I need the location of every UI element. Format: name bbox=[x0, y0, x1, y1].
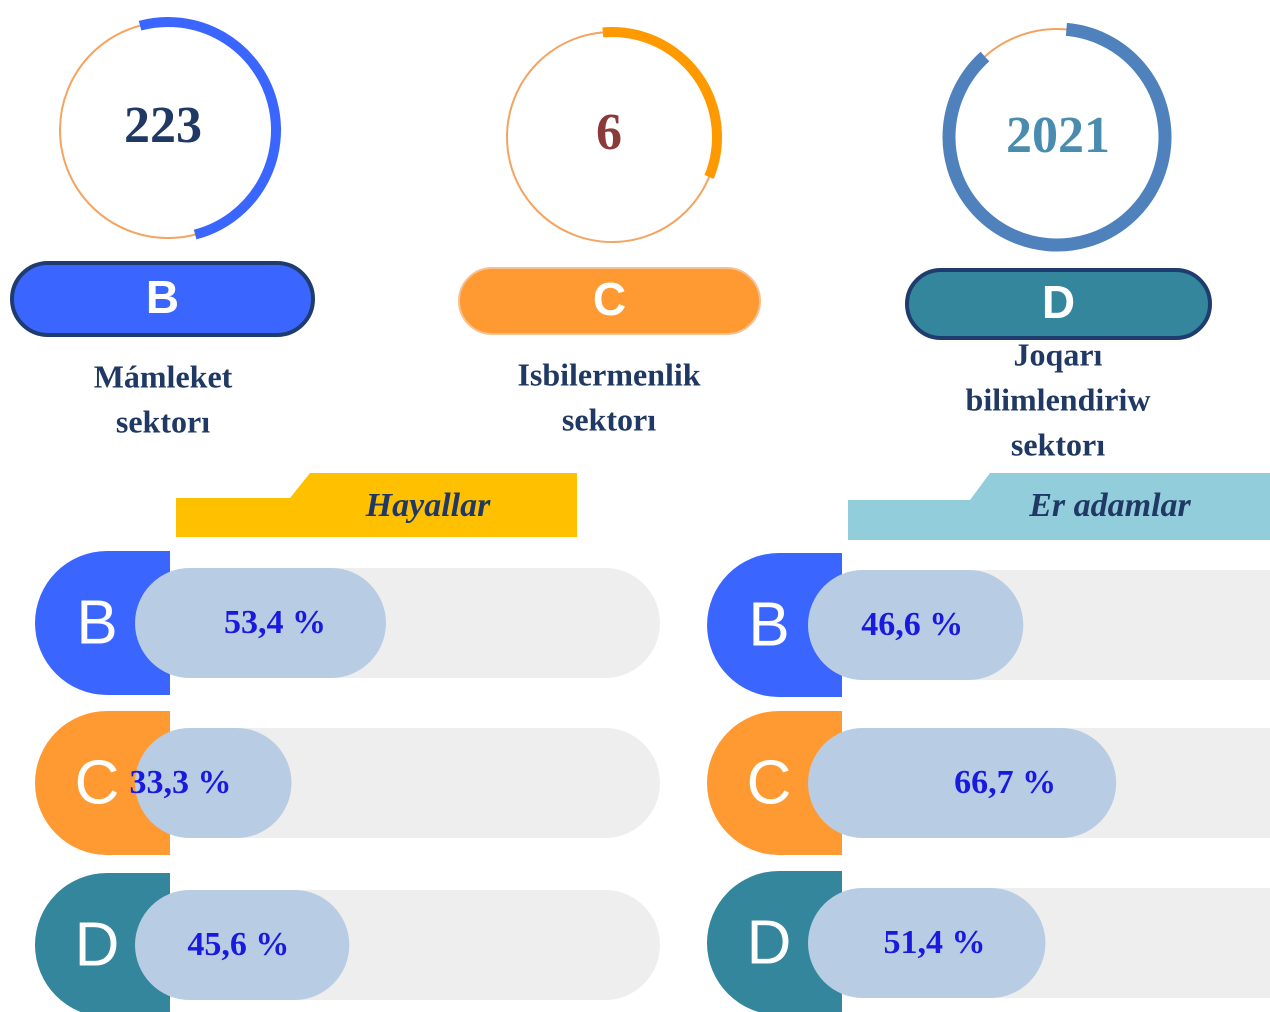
ring-arc bbox=[942, 22, 1172, 252]
bar-cap bbox=[707, 871, 842, 1012]
sector-letter: C bbox=[593, 273, 626, 325]
sector-name: sektorı bbox=[1011, 426, 1105, 462]
ring-arc bbox=[55, 17, 281, 243]
banner bbox=[176, 473, 577, 537]
bar-letter: B bbox=[76, 588, 117, 657]
bar-value-label: 66,7 % bbox=[954, 764, 1056, 801]
bar bbox=[135, 728, 292, 838]
banner bbox=[848, 473, 1270, 540]
bar-value-label: 33,3 % bbox=[130, 764, 232, 801]
bar-cap bbox=[707, 553, 842, 697]
sector-name: sektorı bbox=[116, 403, 210, 439]
bar-value-label: 46,6 % bbox=[861, 606, 963, 643]
bar bbox=[135, 890, 350, 1000]
bar-value-label: 51,4 % bbox=[883, 924, 985, 961]
sector-letter: B bbox=[146, 271, 179, 323]
sector-count: 6 bbox=[596, 104, 622, 161]
sector-count: 223 bbox=[124, 97, 202, 154]
sector-pill bbox=[905, 268, 1212, 340]
bar-value-label: 53,4 % bbox=[224, 604, 326, 641]
bar-letter: D bbox=[747, 908, 792, 977]
sector-count: 2021 bbox=[1006, 107, 1110, 164]
sector-name: Isbilermenlik bbox=[517, 356, 700, 392]
bar-letter: D bbox=[75, 910, 120, 979]
bar-letter: C bbox=[75, 748, 120, 817]
bar bbox=[135, 568, 386, 678]
bar bbox=[808, 888, 1046, 998]
bar-letter: C bbox=[747, 748, 792, 817]
sector-name: bilimlendiriw bbox=[966, 381, 1151, 417]
bar-cap bbox=[35, 711, 170, 855]
sector-pill bbox=[458, 267, 761, 335]
bar bbox=[808, 570, 1024, 680]
banner-title: Hayallar bbox=[365, 487, 491, 524]
sector-name: Joqarı bbox=[1014, 336, 1103, 372]
banner-title: Er adamlar bbox=[1028, 487, 1191, 524]
bar-value-label: 45,6 % bbox=[187, 926, 289, 963]
sector-letter: D bbox=[1042, 276, 1075, 328]
bar-cap bbox=[35, 551, 170, 695]
bar-cap bbox=[707, 711, 842, 855]
sector-name: sektorı bbox=[562, 401, 656, 437]
sector-pill bbox=[10, 261, 315, 337]
bar-letter: B bbox=[748, 590, 789, 659]
bar bbox=[808, 728, 1117, 838]
bar-cap bbox=[35, 873, 170, 1012]
sector-name: Mámleket bbox=[94, 358, 233, 394]
